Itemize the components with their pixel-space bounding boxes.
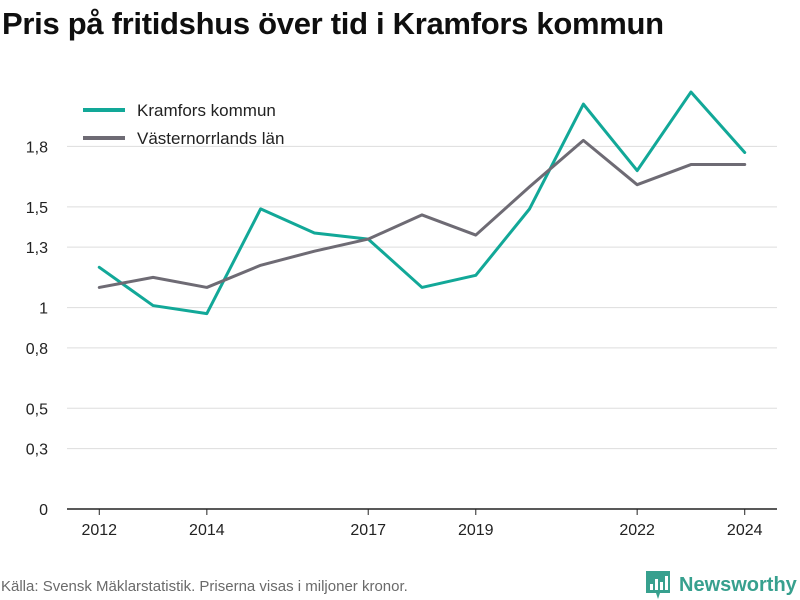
legend: Kramfors kommun Västernorrlands län (83, 101, 284, 148)
brand-name: Newsworthy (679, 573, 797, 596)
y-tick-label: 0,5 (26, 401, 48, 418)
x-tick-label: 2017 (350, 522, 386, 539)
brand-logo: Newsworthy (645, 570, 797, 600)
x-tick-label: 2019 (458, 522, 494, 539)
newsworthy-logo-icon (646, 571, 670, 599)
series-line-kramfors-kommun (97, 90, 747, 316)
x-tick-label: 2012 (81, 522, 117, 539)
y-tick-label: 1,8 (26, 139, 48, 156)
grid-lines (67, 145, 777, 510)
legend-label-vasternorrlands-lan: Västernorrlands län (137, 129, 284, 148)
y-tick-label: 1,5 (26, 200, 48, 217)
y-tick-label: 0 (39, 502, 48, 519)
y-tick-label: 1,3 (26, 240, 48, 257)
source-note: Källa: Svensk Mäklarstatistik. Priserna … (1, 578, 408, 595)
x-tick-label: 2022 (619, 522, 655, 539)
x-tick-label: 2014 (189, 522, 225, 539)
y-tick-label: 1 (39, 301, 48, 318)
y-axis-ticks: 0 0,3 0,5 0,8 1 1,3 1,5 1,8 (26, 139, 48, 519)
y-tick-label: 0,8 (26, 341, 48, 358)
y-tick-label: 0,3 (26, 442, 48, 459)
x-axis-ticks: 2012 2014 2017 2019 2022 2024 (81, 509, 763, 539)
x-tick-label: 2024 (727, 522, 763, 539)
line-chart: 0 0,3 0,5 0,8 1 1,3 1,5 1,8 2012 2014 2017 2019 202… (26, 90, 777, 539)
legend-label-kramfors-kommun: Kramfors kommun (137, 101, 276, 120)
series-line-vasternorrlands-lan (97, 138, 747, 289)
series-lines (97, 90, 747, 316)
chart-title: Pris på fritidshus över tid i Kramfors k… (2, 6, 664, 41)
